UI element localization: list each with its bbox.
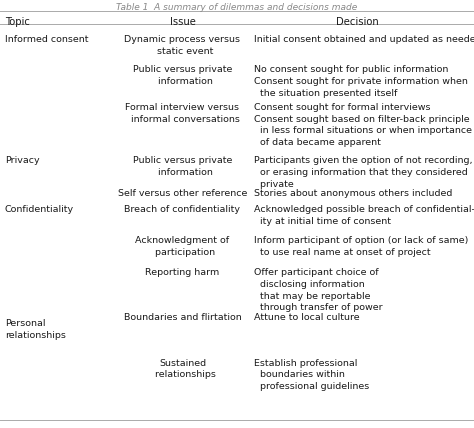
Text: Acknowledged possible breach of confidential-
  ity at initial time of consent: Acknowledged possible breach of confiden… [254, 205, 474, 226]
Text: Public versus private
  information: Public versus private information [133, 65, 232, 86]
Text: Self versus other reference: Self versus other reference [118, 189, 247, 198]
Text: Establish professional
  boundaries within
  professional guidelines: Establish professional boundaries within… [254, 359, 369, 391]
Text: Decision: Decision [337, 17, 379, 27]
Text: No consent sought for public information
Consent sought for private information : No consent sought for public information… [254, 65, 467, 98]
Text: Attune to local culture: Attune to local culture [254, 313, 359, 322]
Text: Privacy: Privacy [5, 156, 39, 165]
Text: Table 1  A summary of dilemmas and decisions made: Table 1 A summary of dilemmas and decisi… [117, 3, 357, 12]
Text: Consent sought for formal interviews
Consent sought based on filter-back princip: Consent sought for formal interviews Con… [254, 103, 472, 147]
Text: Breach of confidentiality: Breach of confidentiality [125, 205, 240, 214]
Text: Personal
relationships: Personal relationships [5, 319, 65, 340]
Text: Public versus private
  information: Public versus private information [133, 156, 232, 177]
Text: Sustained
  relationships: Sustained relationships [149, 359, 216, 380]
Text: Formal interview versus
  informal conversations: Formal interview versus informal convers… [125, 103, 240, 124]
Text: Topic: Topic [5, 17, 29, 27]
Text: Participants given the option of not recording,
  or erasing information that th: Participants given the option of not rec… [254, 156, 472, 189]
Text: Acknowledgment of
  participation: Acknowledgment of participation [136, 236, 229, 257]
Text: Stories about anonymous others included: Stories about anonymous others included [254, 189, 452, 198]
Text: Reporting harm: Reporting harm [146, 268, 219, 277]
Text: Informed consent: Informed consent [5, 35, 88, 44]
Text: Dynamic process versus
  static event: Dynamic process versus static event [125, 35, 240, 56]
Text: Issue: Issue [170, 17, 195, 27]
Text: Offer participant choice of
  disclosing information
  that may be reportable
  : Offer participant choice of disclosing i… [254, 268, 382, 312]
Text: Initial consent obtained and updated as needed: Initial consent obtained and updated as … [254, 35, 474, 44]
Text: Boundaries and flirtation: Boundaries and flirtation [124, 313, 241, 322]
Text: Confidentiality: Confidentiality [5, 205, 74, 214]
Text: Inform participant of option (or lack of same)
  to use real name at onset of pr: Inform participant of option (or lack of… [254, 236, 468, 257]
